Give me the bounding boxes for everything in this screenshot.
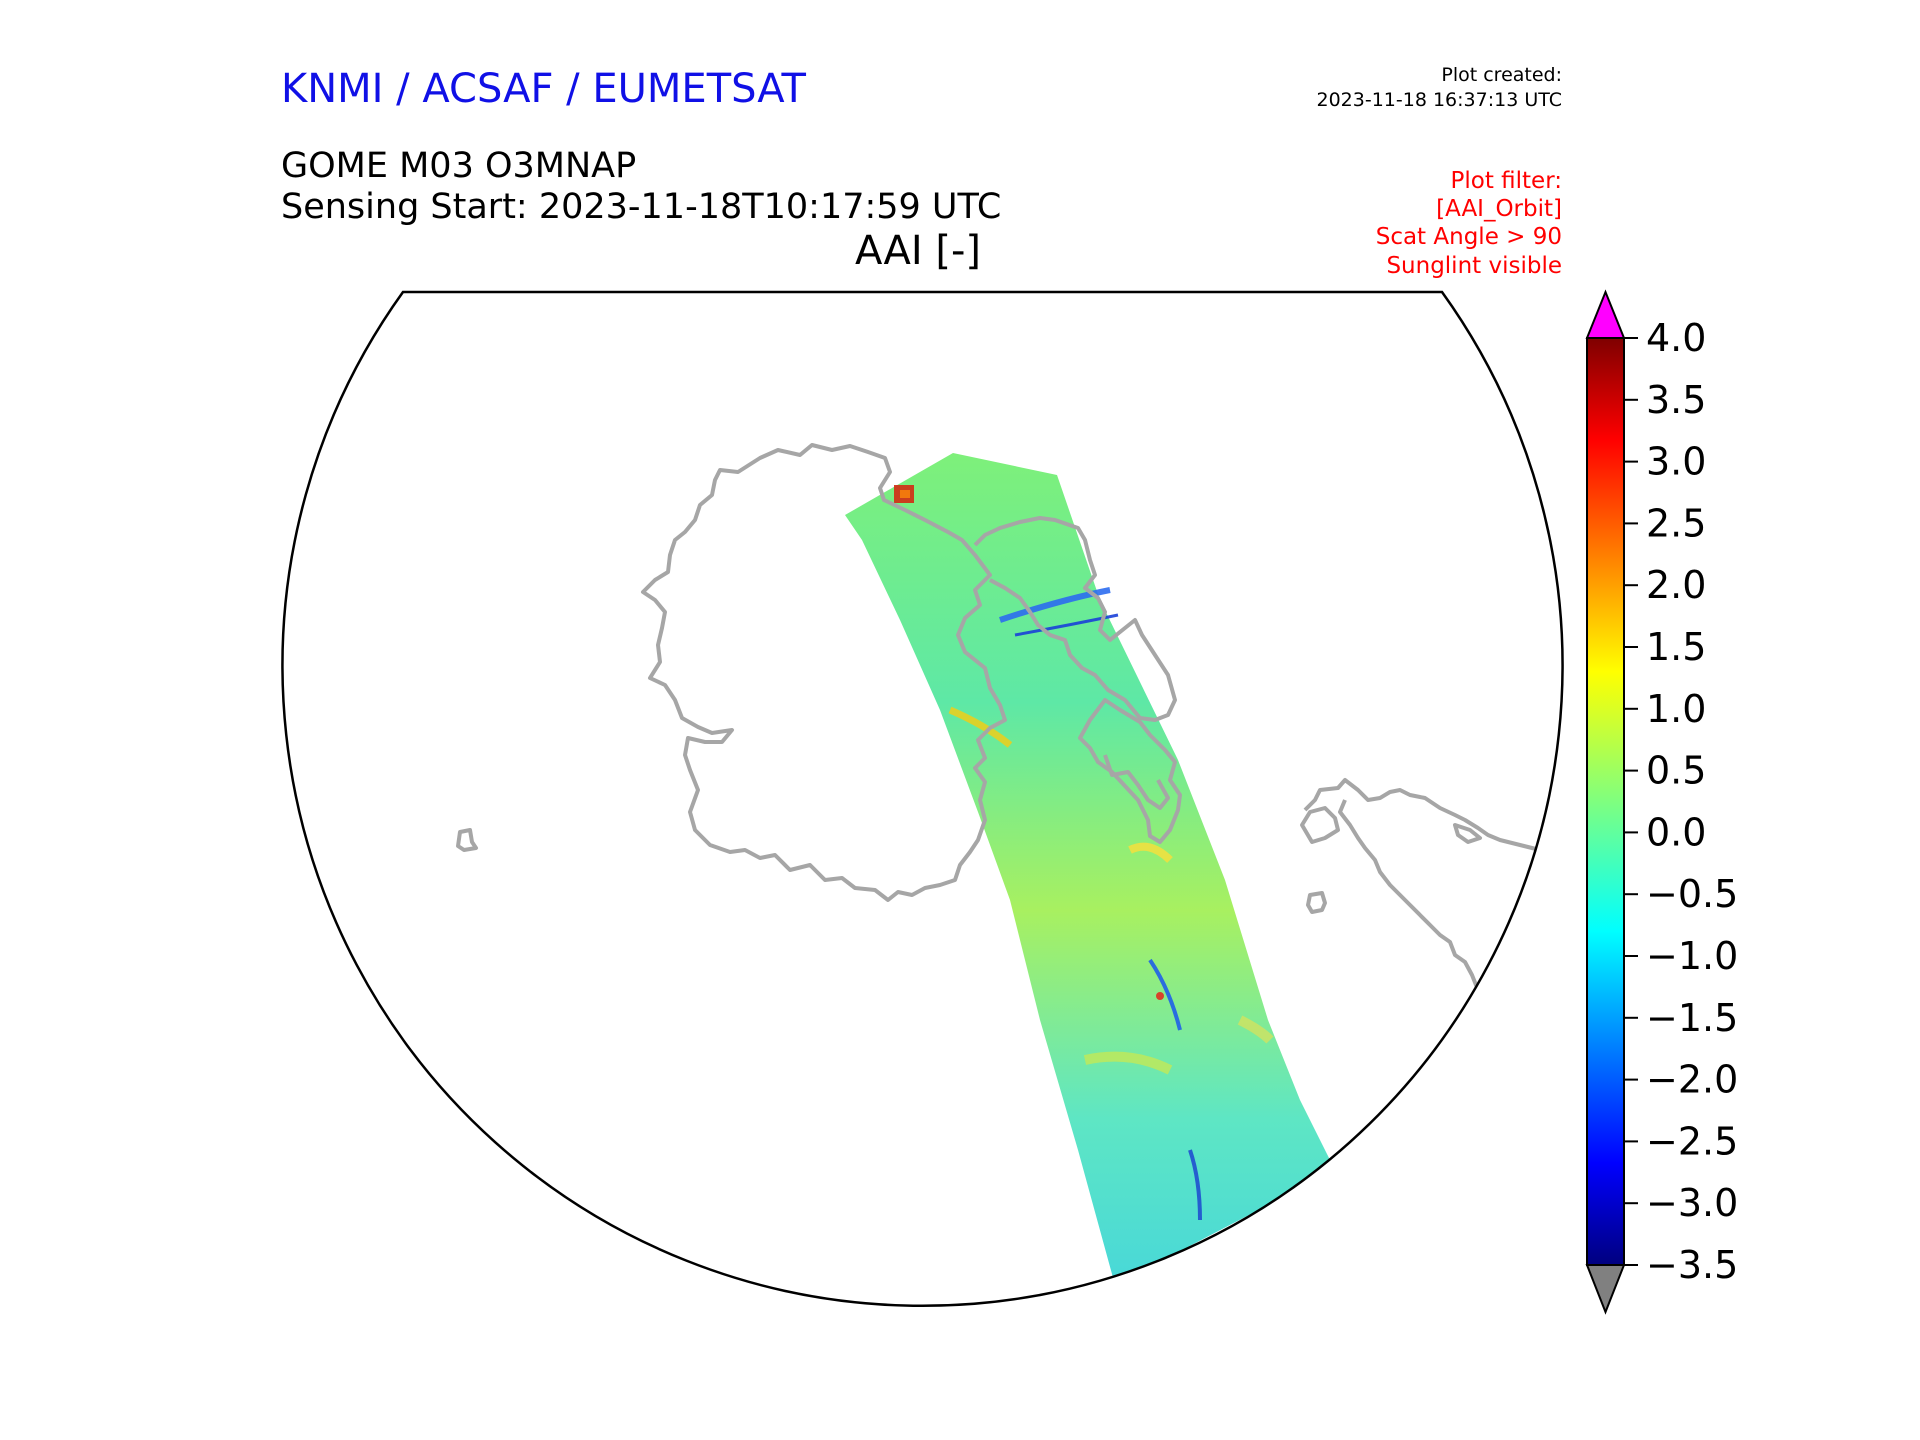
satellite-swath	[845, 453, 1335, 1285]
colorbar-gradient	[1587, 338, 1624, 1265]
map-frame	[281, 290, 1564, 1308]
variable-title: AAI [-]	[855, 228, 981, 274]
barents-islands-coastline	[1300, 806, 1340, 844]
colorbar-over-arrow	[1585, 289, 1626, 339]
colorbar-tick-label: 0.0	[1646, 810, 1706, 854]
colorbar-tick-label: −2.5	[1646, 1119, 1738, 1163]
scandinavia-coastline	[1303, 778, 1563, 862]
product-title: GOME M03 O3MNAP	[281, 146, 637, 186]
sensing-start: Sensing Start: 2023-11-18T10:17:59 UTC	[281, 187, 1002, 227]
colorbar-ticks: 4.0 3.5 3.0 2.5 2.0 1.5 1.0 0.5 0.0 −0.5 −1.0 −1.5 −…	[1624, 316, 1738, 1287]
nordaustlandet-coastline	[1078, 698, 1182, 844]
colorbar-tick-label: 3.5	[1646, 378, 1706, 422]
colorbar-outline	[1586, 337, 1625, 1266]
norway-coastline	[1338, 799, 1482, 1077]
colorbar-tick-label: −0.5	[1646, 872, 1738, 916]
colorbar-tick-label: −1.0	[1646, 934, 1738, 978]
jan-mayen-coastline	[456, 828, 478, 852]
colorbar-tick-label: 1.0	[1646, 687, 1706, 731]
colorbar-tick-label: −2.0	[1646, 1058, 1738, 1102]
colorbar-tick-label: −3.0	[1646, 1181, 1738, 1225]
svalbard-coastline	[973, 516, 1177, 722]
plot-filter-line: [AAI_Orbit]	[1436, 196, 1562, 222]
colorbar-tick-label: 2.5	[1646, 501, 1706, 545]
swath-features	[894, 485, 1274, 1221]
map-area	[456, 443, 1563, 1285]
colorbar-tick-label: 2.0	[1646, 563, 1706, 607]
greenland-coastline	[641, 443, 1007, 902]
colorbar-tick-label: 3.0	[1646, 440, 1706, 484]
plot-filter-line: Sunglint visible	[1386, 253, 1562, 279]
plot-filter-line: Plot filter:	[1450, 168, 1562, 194]
plot-created-timestamp: 2023-11-18 16:37:13 UTC	[1316, 89, 1563, 111]
franz-josef-coastline	[1103, 754, 1170, 810]
colorbar-tick-label: 4.0	[1646, 316, 1706, 360]
lofoten-coastline	[1306, 891, 1327, 914]
colorbar-under-arrow	[1585, 1264, 1626, 1315]
colorbar-tick-label: 0.5	[1646, 749, 1706, 793]
colorbar-tick-label: −1.5	[1646, 996, 1738, 1040]
organization-title: KNMI / ACSAF / EUMETSAT	[281, 66, 806, 112]
plot-created-label: Plot created:	[1441, 64, 1562, 86]
colorbar-tick-label: −3.5	[1646, 1243, 1738, 1287]
colorbar: 4.0 3.5 3.0 2.5 2.0 1.5 1.0 0.5 0.0 −0.5 −1.0 −1.5 −…	[1585, 289, 1738, 1315]
plot-filter-line: Scat Angle > 90	[1375, 224, 1562, 250]
colorbar-tick-label: 1.5	[1646, 625, 1706, 669]
kola-coastline	[1453, 823, 1482, 844]
